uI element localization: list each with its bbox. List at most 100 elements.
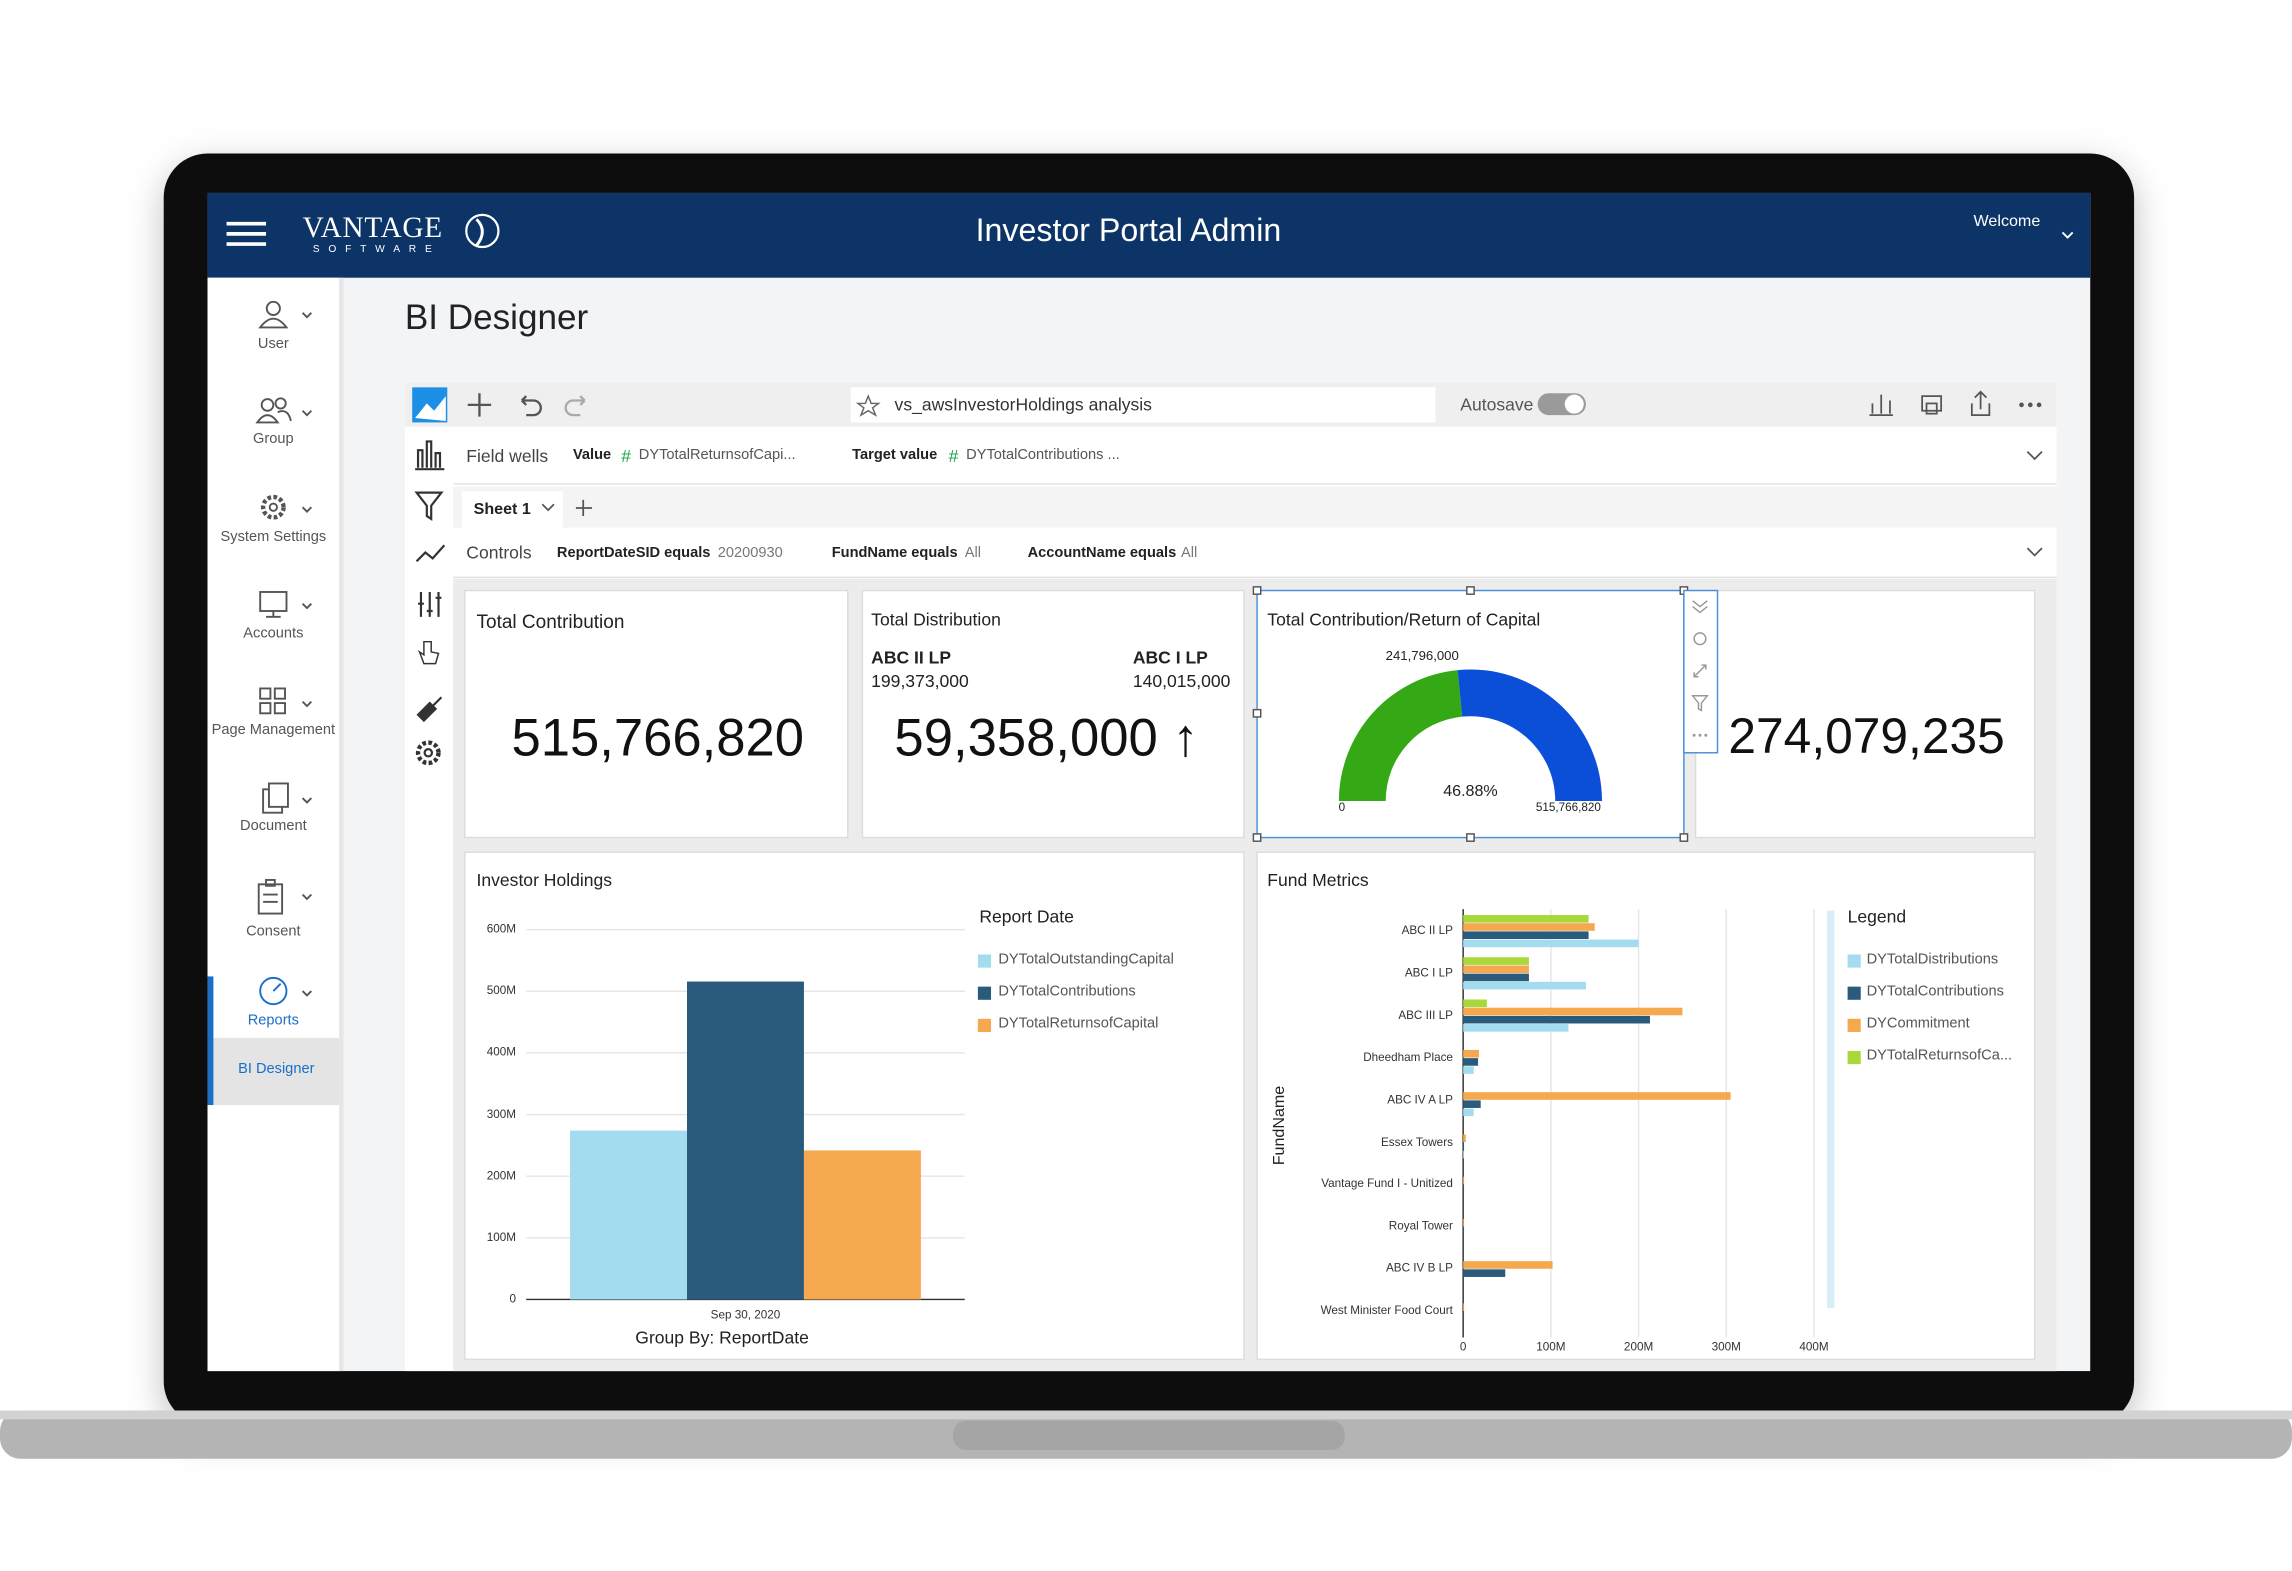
y-tick-label: ABC II LP [1401,923,1453,937]
autosave-label: Autosave [1460,394,1534,416]
field-well-name: Value [572,447,612,464]
bar [1463,915,1589,923]
y-tick-label: Dheedham Place [1363,1050,1453,1064]
nav-item[interactable]: Document [240,818,307,835]
bar [1463,1261,1553,1269]
y-tick-label: 200M [486,1168,516,1183]
x-tick-label: 300M [1711,1340,1741,1354]
bar [1463,981,1586,990]
y-tick-label: Royal Tower [1388,1219,1453,1233]
x-tick-label: 200M [1623,1340,1654,1354]
bar [1463,999,1487,1008]
nav-item[interactable]: System Settings [220,529,327,546]
nav-item[interactable]: Page Management [211,722,336,739]
nav-item[interactable]: Accounts [243,625,304,642]
header-bar [207,192,2091,278]
chart-title: Fund Metrics [1267,869,1369,891]
x-tick-label: Sep 30, 2020 [710,1308,781,1322]
chart-marks [526,669,1861,1338]
app-title: Investor Portal Admin [975,211,1282,249]
filter-value[interactable]: All [964,545,981,562]
bar [1463,965,1529,974]
nav-subitem[interactable]: BI Designer [238,1061,315,1078]
bar [1463,1150,1465,1159]
legend-swatch [1847,1018,1861,1032]
legend-label[interactable]: DYTotalOutstandingCapital [998,951,1174,968]
bar [1463,1066,1474,1074]
filter-name[interactable]: AccountName equals [1027,545,1177,562]
legend-swatch [1847,1050,1861,1065]
bar [1463,1092,1731,1100]
chart-title: Total Contribution/Return of Capital [1267,609,1541,630]
legend-label[interactable]: DYTotalReturnsofCapital [998,1015,1159,1032]
legend-swatch [1847,954,1861,968]
y-tick-label: ABC IV A LP [1387,1092,1453,1106]
y-tick-label: Vantage Fund I - Unitized [1321,1177,1453,1191]
user-menu[interactable]: Welcome [1973,212,2041,231]
analysis-panel [404,382,2057,1372]
gauge-max-label: 515,766,820 [1535,801,1601,815]
field-icon: # [621,445,631,467]
sidebar [207,277,344,1372]
filter-value[interactable]: All [1181,545,1198,562]
field-well-value[interactable]: DYTotalReturnsofCapi... [638,447,796,464]
legend-swatch [977,1018,992,1032]
bar [1463,1218,1465,1227]
bar [686,981,804,1300]
bar [1463,1227,1465,1235]
legend-swatch [977,954,992,968]
brand-logo: VANTAGE [302,211,443,245]
filter-value[interactable]: 20200930 [717,545,783,562]
bar [1463,1100,1481,1108]
gauge-remainder [1457,669,1603,802]
y-tick-label: ABC IV B LP [1385,1261,1453,1275]
legend-label[interactable]: DYTotalReturnsofCa... [1866,1048,2013,1065]
field-well-value[interactable]: DYTotalContributions ... [966,447,1120,464]
bar [1463,1058,1479,1066]
nav-item[interactable]: User [257,336,289,353]
visual-selection [1252,586,1719,842]
legend-label[interactable]: DYTotalDistributions [1866,951,1999,968]
nav-item[interactable]: Reports [247,1012,299,1030]
y-tick-label: 100M [486,1230,516,1244]
bar [1463,1303,1465,1311]
bar [1463,1142,1465,1151]
legend-label[interactable]: DYTotalContributions [1866,983,2004,1000]
field-well-name: Target value [852,447,938,464]
field-wells-label: Field wells [466,445,549,467]
sheet-tab[interactable]: Sheet 1 [473,500,531,519]
y-tick-label: Essex Towers [1381,1135,1453,1149]
legend-swatch [1847,986,1861,1000]
x-tick-label: 100M [1536,1340,1566,1354]
kpi-value: 515,766,820 [511,707,805,768]
filter-name[interactable]: ReportDateSID equals [556,545,711,562]
page-title: BI Designer [404,298,589,338]
bar [1463,973,1529,982]
bar [1463,1049,1479,1058]
kpi-title: Total Distribution [871,609,1001,630]
filter-name[interactable]: FundName equals [831,545,958,562]
x-tick-label: 0 [1459,1340,1467,1354]
legend-label[interactable]: DYTotalContributions [998,983,1136,1000]
bar [1463,1024,1569,1032]
x-axis-title: Group By: ReportDate [635,1327,809,1348]
nav-item[interactable]: Consent [246,923,301,940]
bar [1463,957,1529,965]
analysis-name[interactable]: vs_awsInvestorHoldings analysis [894,394,1152,416]
bar [570,1130,687,1300]
bar [1463,1134,1466,1143]
kpi-compare-value: 199,373,000 [871,670,969,692]
legend-label[interactable]: DYCommitment [1866,1015,1970,1032]
gauge-value [1338,670,1463,802]
y-tick-label: ABC III LP [1398,1008,1453,1022]
kpi-value: 59,358,000 ↑ [894,707,1199,768]
nav-item[interactable]: Group [253,431,294,448]
y-tick-label: 300M [486,1107,516,1121]
kpi-compare-name: ABC II LP [871,647,952,668]
chart-title: Investor Holdings [476,869,613,891]
bar [1463,1007,1683,1016]
kpi-compare-value: 140,015,000 [1132,670,1231,692]
y-tick-label: ABC I LP [1404,966,1453,980]
